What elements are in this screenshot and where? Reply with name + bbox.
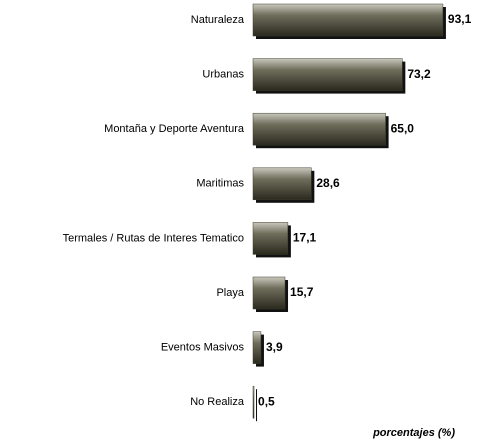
- value-label: 73,2: [407, 67, 431, 81]
- bar: [252, 222, 289, 255]
- category-label: No Realiza: [190, 396, 245, 408]
- value-label: 3,9: [266, 340, 283, 354]
- bar: [252, 276, 286, 310]
- category-label: Eventos Masivos: [161, 342, 245, 354]
- value-label: 17,1: [293, 231, 317, 245]
- category-label: Naturaleza: [191, 14, 245, 26]
- bar: [252, 167, 312, 201]
- value-label: 28,6: [316, 176, 340, 190]
- bar-shadow: [256, 389, 258, 422]
- bar: [252, 112, 386, 146]
- x-axis-label: porcentajes (%): [372, 427, 455, 439]
- bar: [252, 3, 444, 37]
- bar: [252, 58, 403, 91]
- value-label: 93,1: [448, 12, 472, 26]
- category-label: Termales / Rutas de Interes Tematico: [63, 232, 244, 244]
- value-label: 65,0: [391, 121, 415, 135]
- category-label: Montaña y Deporte Aventura: [104, 123, 245, 135]
- value-label: 0,5: [258, 394, 275, 408]
- value-label: 15,7: [290, 285, 314, 299]
- category-label: Urbanas: [202, 69, 244, 81]
- category-label: Playa: [216, 287, 244, 299]
- bar: [252, 331, 262, 364]
- category-label: Maritimas: [196, 178, 244, 190]
- bar: [252, 385, 255, 419]
